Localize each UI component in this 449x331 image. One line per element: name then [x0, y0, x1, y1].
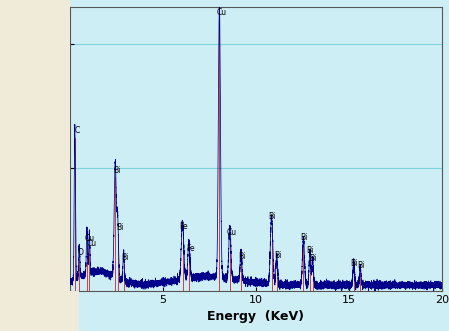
Text: Bi: Bi — [300, 233, 308, 242]
Text: Bi: Bi — [269, 212, 276, 221]
Text: Bi: Bi — [351, 259, 358, 267]
Text: C: C — [75, 126, 80, 135]
Y-axis label: Counts: Counts — [20, 125, 33, 173]
Text: Fe: Fe — [186, 244, 195, 253]
Text: Bi: Bi — [307, 246, 314, 255]
Text: O: O — [78, 248, 84, 257]
X-axis label: Energy  (KeV): Energy (KeV) — [207, 309, 304, 323]
Text: Bi: Bi — [238, 252, 246, 261]
Text: Bi: Bi — [274, 251, 282, 260]
Text: Cu: Cu — [227, 228, 237, 237]
Text: Bi: Bi — [357, 261, 365, 270]
Text: Bi: Bi — [121, 253, 128, 262]
Text: Bi: Bi — [116, 223, 123, 232]
Text: Cu: Cu — [87, 239, 97, 248]
Text: Bi: Bi — [309, 254, 317, 262]
Text: Fe: Fe — [180, 222, 188, 231]
Text: Cu: Cu — [217, 8, 227, 17]
Text: Bi: Bi — [114, 166, 121, 175]
Text: Cu: Cu — [84, 234, 94, 243]
